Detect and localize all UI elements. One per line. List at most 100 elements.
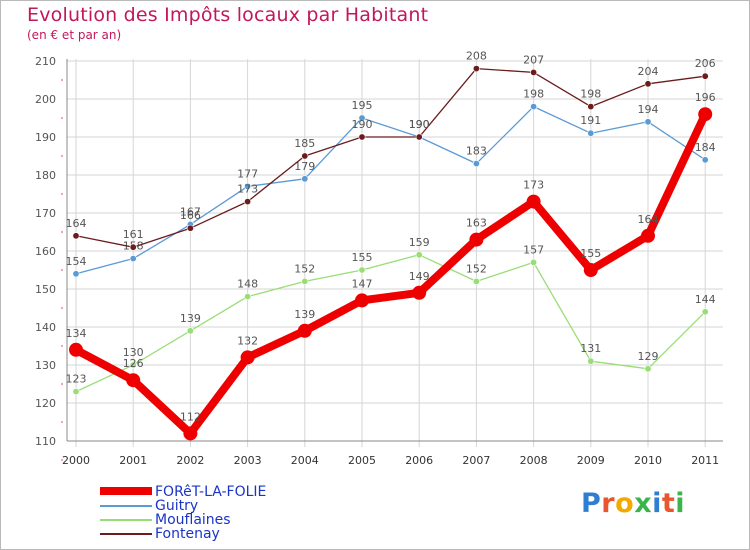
logo-letter: i <box>652 488 662 519</box>
data-label-guitry: 191 <box>580 114 601 127</box>
x-tick-label: 2001 <box>119 454 147 467</box>
legend-label-mouflaines: Mouflaines <box>155 512 231 528</box>
x-tick-label: 2003 <box>234 454 262 467</box>
legend-swatch-mouflaines <box>100 519 152 521</box>
data-point-fontenay <box>415 133 423 141</box>
data-label-guitry: 195 <box>352 99 373 112</box>
data-point-fontenay <box>301 152 309 160</box>
data-point-for-t-la-folie <box>526 194 541 209</box>
logo-letter: P <box>581 488 602 519</box>
data-label-fontenay: 190 <box>352 118 373 131</box>
x-tick-label: 2000 <box>62 454 90 467</box>
logo-letter: i <box>675 488 686 519</box>
x-tick-label: 2006 <box>405 454 433 467</box>
data-point-guitry <box>301 175 309 183</box>
data-point-for-t-la-folie <box>355 293 369 308</box>
data-point-mouflaines <box>244 293 252 301</box>
data-point-guitry <box>701 156 709 164</box>
data-point-fontenay <box>587 103 595 111</box>
y-tick-label: 190 <box>35 131 56 144</box>
legend-label-guitry: Guitry <box>155 498 199 514</box>
y-tick-label: 130 <box>35 359 56 372</box>
data-label-fontenay: 206 <box>695 57 716 70</box>
data-label-fontenay: 166 <box>180 209 201 222</box>
logo-letter: t <box>661 488 676 519</box>
data-label-for-t-la-folie: 196 <box>695 91 716 104</box>
data-label-for-t-la-folie: 132 <box>237 334 258 347</box>
data-label-fontenay: 161 <box>123 228 144 241</box>
y-tick-label: 120 <box>35 397 56 410</box>
data-point-mouflaines <box>701 308 709 316</box>
data-point-mouflaines <box>530 258 538 266</box>
data-label-fontenay: 198 <box>580 88 601 101</box>
x-tick-label: 2010 <box>634 454 662 467</box>
data-point-for-t-la-folie <box>412 285 427 300</box>
data-label-mouflaines: 130 <box>123 346 144 359</box>
y-tick-label: 140 <box>35 321 56 334</box>
data-point-guitry <box>644 118 652 126</box>
series-line-for-t-la-folie <box>72 110 710 438</box>
data-label-mouflaines: 129 <box>638 350 659 363</box>
data-label-guitry: 190 <box>409 118 430 131</box>
data-label-for-t-la-folie: 173 <box>523 179 544 192</box>
proxiti-logo: Proxiti <box>581 488 685 519</box>
data-point-guitry <box>530 103 538 111</box>
data-point-mouflaines <box>358 266 366 274</box>
data-point-fontenay <box>701 72 709 80</box>
data-point-mouflaines <box>301 277 309 285</box>
data-label-for-t-la-folie: 155 <box>580 247 601 260</box>
data-label-for-t-la-folie: 163 <box>466 217 487 230</box>
data-label-fontenay: 208 <box>466 50 487 63</box>
data-point-for-t-la-folie <box>183 426 198 441</box>
data-point-fontenay <box>244 198 252 206</box>
data-point-mouflaines <box>186 327 194 335</box>
data-point-mouflaines <box>72 388 80 396</box>
data-label-fontenay: 207 <box>523 53 544 66</box>
data-label-fontenay: 164 <box>66 217 87 230</box>
data-point-for-t-la-folie <box>240 350 255 365</box>
legend-label-fontenay: Fontenay <box>155 526 220 542</box>
data-label-for-t-la-folie: 134 <box>66 327 87 340</box>
data-point-mouflaines <box>472 277 480 285</box>
data-point-for-t-la-folie <box>469 232 484 247</box>
x-tick-label: 2004 <box>291 454 319 467</box>
data-label-mouflaines: 131 <box>580 342 601 355</box>
data-point-for-t-la-folie <box>69 342 83 357</box>
data-label-for-t-la-folie: 126 <box>123 357 144 370</box>
logo-letter: r <box>601 488 616 519</box>
x-tick-label: 2011 <box>691 454 719 467</box>
x-tick-label: 2009 <box>577 454 605 467</box>
data-point-fontenay <box>644 80 652 88</box>
x-tick-label: 2002 <box>176 454 204 467</box>
data-label-guitry: 177 <box>237 167 258 180</box>
y-tick-label: 180 <box>35 169 56 182</box>
data-label-guitry: 198 <box>523 88 544 101</box>
data-label-for-t-la-folie: 164 <box>638 213 659 226</box>
data-point-fontenay <box>129 243 137 251</box>
data-label-mouflaines: 144 <box>695 293 716 306</box>
data-label-mouflaines: 123 <box>66 373 87 386</box>
data-point-guitry <box>129 255 137 263</box>
data-label-mouflaines: 155 <box>352 251 373 264</box>
series-line-mouflaines <box>75 254 706 393</box>
data-point-for-t-la-folie <box>297 323 312 338</box>
data-label-fontenay: 185 <box>294 137 315 150</box>
y-tick-label: 210 <box>35 55 56 68</box>
chart-title: Evolution des Impôts locaux par Habitant <box>27 4 429 26</box>
data-point-mouflaines <box>129 361 137 369</box>
y-tick-label: 110 <box>35 435 56 448</box>
legend-swatch-fontenay <box>100 533 152 535</box>
logo-letter: x <box>634 488 653 519</box>
data-label-mouflaines: 148 <box>237 278 258 291</box>
data-label-for-t-la-folie: 112 <box>180 410 201 423</box>
data-label-guitry: 154 <box>66 255 87 268</box>
x-tick-label: 2005 <box>348 454 376 467</box>
y-tick-label: 150 <box>35 283 56 296</box>
data-point-fontenay <box>72 232 80 240</box>
data-point-for-t-la-folie <box>698 107 713 122</box>
data-point-mouflaines <box>415 251 423 259</box>
x-tick-label: 2007 <box>462 454 490 467</box>
data-point-guitry <box>358 114 366 122</box>
data-label-guitry: 194 <box>638 103 659 116</box>
